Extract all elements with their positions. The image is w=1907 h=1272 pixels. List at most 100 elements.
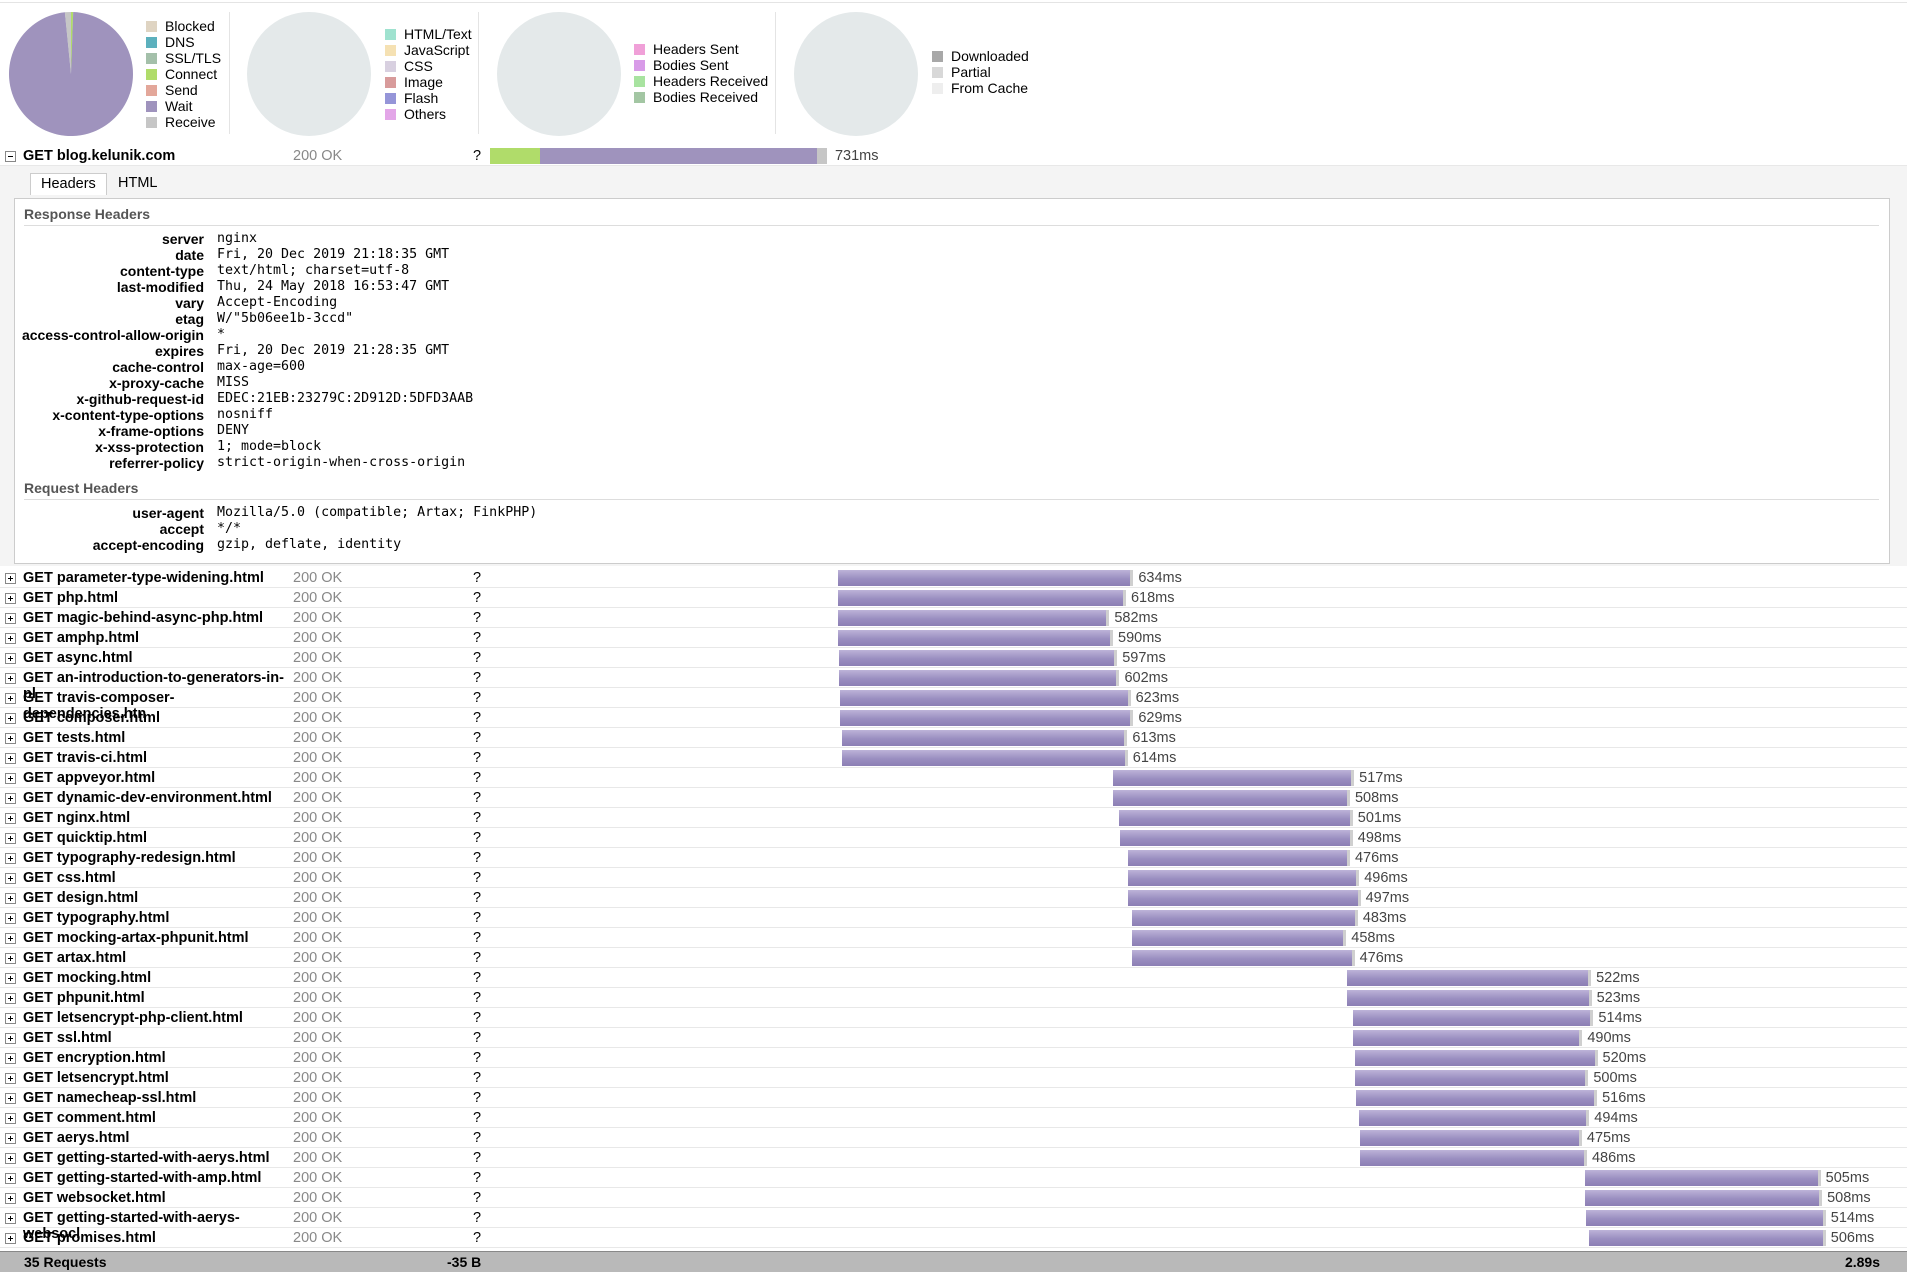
request-row[interactable]: GET dynamic-dev-environment.html 200 OK? 5… (0, 788, 1907, 808)
legend-swatch (146, 53, 157, 64)
header-key-cell: x-frame-options (0, 423, 204, 439)
request-row[interactable]: GET aerys.html 200 OK? 475ms (0, 1128, 1907, 1148)
request-row[interactable]: GET namecheap-ssl.html 200 OK? 516ms (0, 1088, 1907, 1108)
header-name: access-control-allow-origin (21, 327, 204, 343)
request-time: 618ms (1130, 590, 1175, 606)
request-row[interactable]: GET websocket.html 200 OK? 508ms (0, 1188, 1907, 1208)
expander[interactable] (5, 151, 16, 162)
request-row[interactable]: GET letsencrypt-php-client.html 200 OK? 51… (0, 1008, 1907, 1028)
legend-swatch (385, 109, 396, 120)
expander[interactable] (5, 933, 16, 944)
expander[interactable] (5, 973, 16, 984)
expander[interactable] (5, 1093, 16, 1104)
request-row[interactable]: GET artax.html 200 OK? 476ms (0, 948, 1907, 968)
request-row[interactable]: GET amphp.html 200 OK? 590ms (0, 628, 1907, 648)
expander[interactable] (5, 1113, 16, 1124)
request-size: ? (473, 1210, 482, 1226)
request-url: GET travis-composer-dependencies.htn (23, 690, 175, 722)
expander[interactable] (5, 693, 16, 704)
expander[interactable] (5, 833, 16, 844)
expander[interactable] (5, 593, 16, 604)
tab[interactable]: HTML (118, 175, 158, 191)
request-size: ? (473, 610, 482, 626)
timing-bar (1359, 1130, 1582, 1146)
expander[interactable] (5, 613, 16, 624)
header-key-cell: x-github-request-id (0, 391, 204, 407)
request-row[interactable]: GET encryption.html 200 OK? 520ms (0, 1048, 1907, 1068)
expander[interactable] (5, 1033, 16, 1044)
expander[interactable] (5, 573, 16, 584)
request-row[interactable]: GET getting-started-with-aerys.html 200 O… (0, 1148, 1907, 1168)
expander[interactable] (5, 853, 16, 864)
expander[interactable] (5, 1233, 16, 1244)
expander[interactable] (5, 993, 16, 1004)
expander[interactable] (5, 953, 16, 964)
expander[interactable] (5, 813, 16, 824)
expander[interactable] (5, 653, 16, 664)
request-row[interactable]: GET php.html 200 OK? 618ms (0, 588, 1907, 608)
section-title: Request Headers (24, 480, 139, 496)
request-size: ? (473, 570, 482, 586)
plus (10, 836, 11, 841)
request-row[interactable]: GET parameter-type-widening.html 200 OK? 6… (0, 568, 1907, 588)
request-row[interactable]: GET blog.kelunik.com 200 OK? 731ms (0, 146, 1907, 166)
request-row[interactable]: GET getting-started-with-aerys-websocl 20… (0, 1208, 1907, 1242)
expander[interactable] (5, 1053, 16, 1064)
request-row[interactable]: GET nginx.html 200 OK? 501ms (0, 808, 1907, 828)
expander[interactable] (5, 1073, 16, 1084)
expander[interactable] (5, 913, 16, 924)
header-value: */* (217, 521, 242, 536)
expander[interactable] (5, 753, 16, 764)
expander[interactable] (5, 1133, 16, 1144)
request-url: GET travis-ci.html (23, 750, 148, 766)
expander[interactable] (5, 673, 16, 684)
expander[interactable] (5, 633, 16, 644)
request-row[interactable]: GET quicktip.html 200 OK? 498ms (0, 828, 1907, 848)
request-row[interactable]: GET css.html 200 OK? 496ms (0, 868, 1907, 888)
request-row[interactable]: GET typography.html 200 OK? 483ms (0, 908, 1907, 928)
expander[interactable] (5, 1193, 16, 1204)
request-row[interactable]: GET typography-redesign.html 200 OK? 476ms (0, 848, 1907, 868)
request-url: GET blog.kelunik.com (23, 148, 176, 164)
request-row[interactable]: GET appveyor.html 200 OK? 517ms (0, 768, 1907, 788)
expander[interactable] (5, 1173, 16, 1184)
request-row[interactable]: GET tests.html 200 OK? 613ms (0, 728, 1907, 748)
expander[interactable] (5, 733, 16, 744)
request-url: GET aerys.html (23, 1130, 130, 1146)
request-row[interactable]: GET composer.html 200 OK? 629ms (0, 708, 1907, 728)
request-row[interactable]: GET magic-behind-async-php.html 200 OK? 58… (0, 608, 1907, 628)
request-row[interactable]: GET mocking.html 200 OK? 522ms (0, 968, 1907, 988)
expander[interactable] (5, 893, 16, 904)
expander[interactable] (5, 793, 16, 804)
header-name: vary (175, 295, 204, 311)
request-row[interactable]: GET comment.html 200 OK? 494ms (0, 1108, 1907, 1128)
request-row[interactable]: GET getting-started-with-amp.html 200 OK?… (0, 1168, 1907, 1188)
timing-bar (838, 670, 1120, 686)
request-row[interactable]: GET travis-composer-dependencies.htn 200 … (0, 688, 1907, 722)
plus (10, 996, 11, 1001)
request-row[interactable]: GET async.html 200 OK? 597ms (0, 648, 1907, 668)
request-row[interactable]: GET mocking-artax-phpunit.html 200 OK? 458… (0, 928, 1907, 948)
expander[interactable] (5, 873, 16, 884)
header-key-cell: accept (0, 521, 204, 537)
request-row[interactable]: GET travis-ci.html 200 OK? 614ms (0, 748, 1907, 768)
request-row[interactable]: GET design.html 200 OK? 497ms (0, 888, 1907, 908)
receive-edge (1124, 730, 1128, 746)
expander[interactable] (5, 1153, 16, 1164)
request-row[interactable]: GET phpunit.html 200 OK? 523ms (0, 988, 1907, 1008)
header-name: server (161, 231, 204, 247)
expander[interactable] (5, 1013, 16, 1024)
expander[interactable] (5, 713, 16, 724)
header-value: DENY (217, 423, 250, 438)
request-row[interactable]: GET promises.html 200 OK? 506ms (0, 1228, 1907, 1248)
request-row[interactable]: GET letsencrypt.html 200 OK? 500ms (0, 1068, 1907, 1088)
request-row[interactable]: GET an-introduction-to-generators-in-pl 2… (0, 668, 1907, 702)
legend-label: Others (404, 106, 447, 122)
tab[interactable]: Headers (30, 173, 107, 195)
request-url: GET design.html (23, 890, 139, 906)
expander[interactable] (5, 1213, 16, 1224)
request-row[interactable]: GET ssl.html 200 OK? 490ms (0, 1028, 1907, 1048)
request-url: GET nginx.html (23, 810, 131, 826)
expander[interactable] (5, 773, 16, 784)
header-value: max-age=600 (217, 359, 306, 374)
